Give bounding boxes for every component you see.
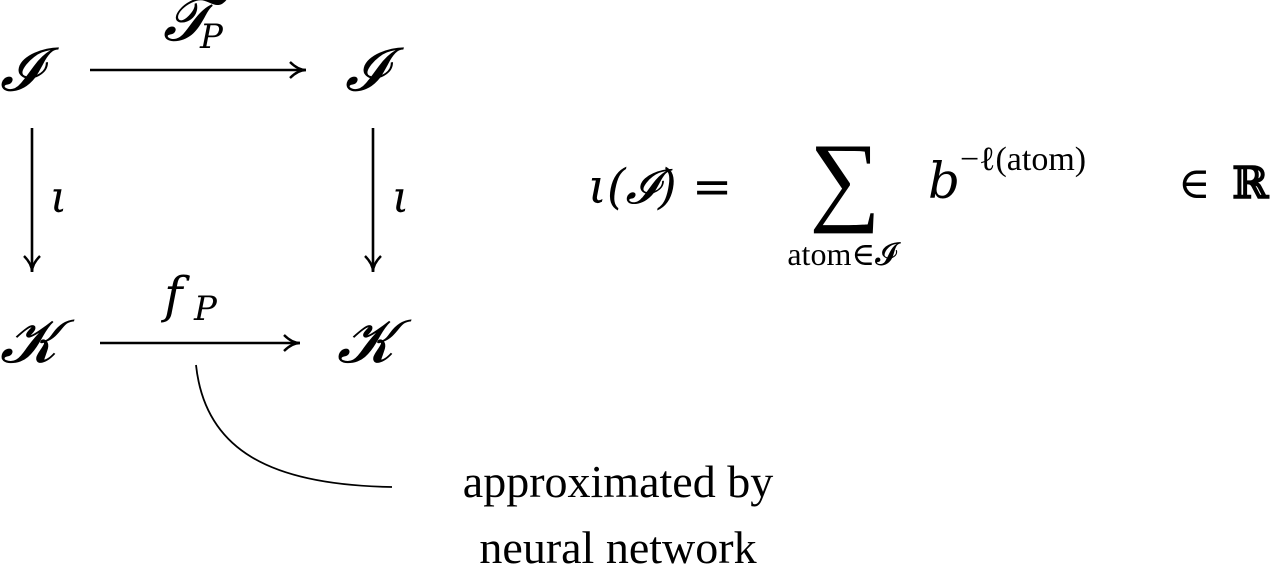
bottom-arrow-subscript: P [193, 289, 218, 329]
node-bottom-right: 𝓚 [337, 307, 412, 377]
annotation-connector [195, 364, 393, 488]
embedding-formula: ι(𝓘) = ∑ atom∈𝓘 b −ℓ(atom) ∈ ℝ [588, 123, 1270, 272]
node-bottom-left: 𝓚 [0, 307, 75, 377]
annotation-line-2: neural network [479, 522, 756, 568]
formula-lhs: ι(𝓘) = [588, 159, 732, 215]
summation-index: atom∈𝓘 [787, 236, 901, 272]
node-top-right: 𝓘 [345, 35, 404, 105]
top-arrow-subscript: P [199, 17, 224, 57]
formula-base: b [928, 152, 960, 210]
summation-symbol: ∑ [809, 123, 880, 234]
real-numbers-symbol: ℝ [1232, 158, 1270, 209]
formula-exponent: −ℓ(atom) [960, 141, 1086, 178]
membership-symbol: ∈ [1178, 159, 1211, 208]
annotation-line-1: approximated by [463, 456, 773, 507]
right-arrow-label: ι [392, 172, 409, 223]
node-top-left: 𝓘 [0, 35, 59, 105]
bottom-arrow-label: f [160, 266, 190, 324]
left-arrow-label: ι [50, 172, 67, 223]
